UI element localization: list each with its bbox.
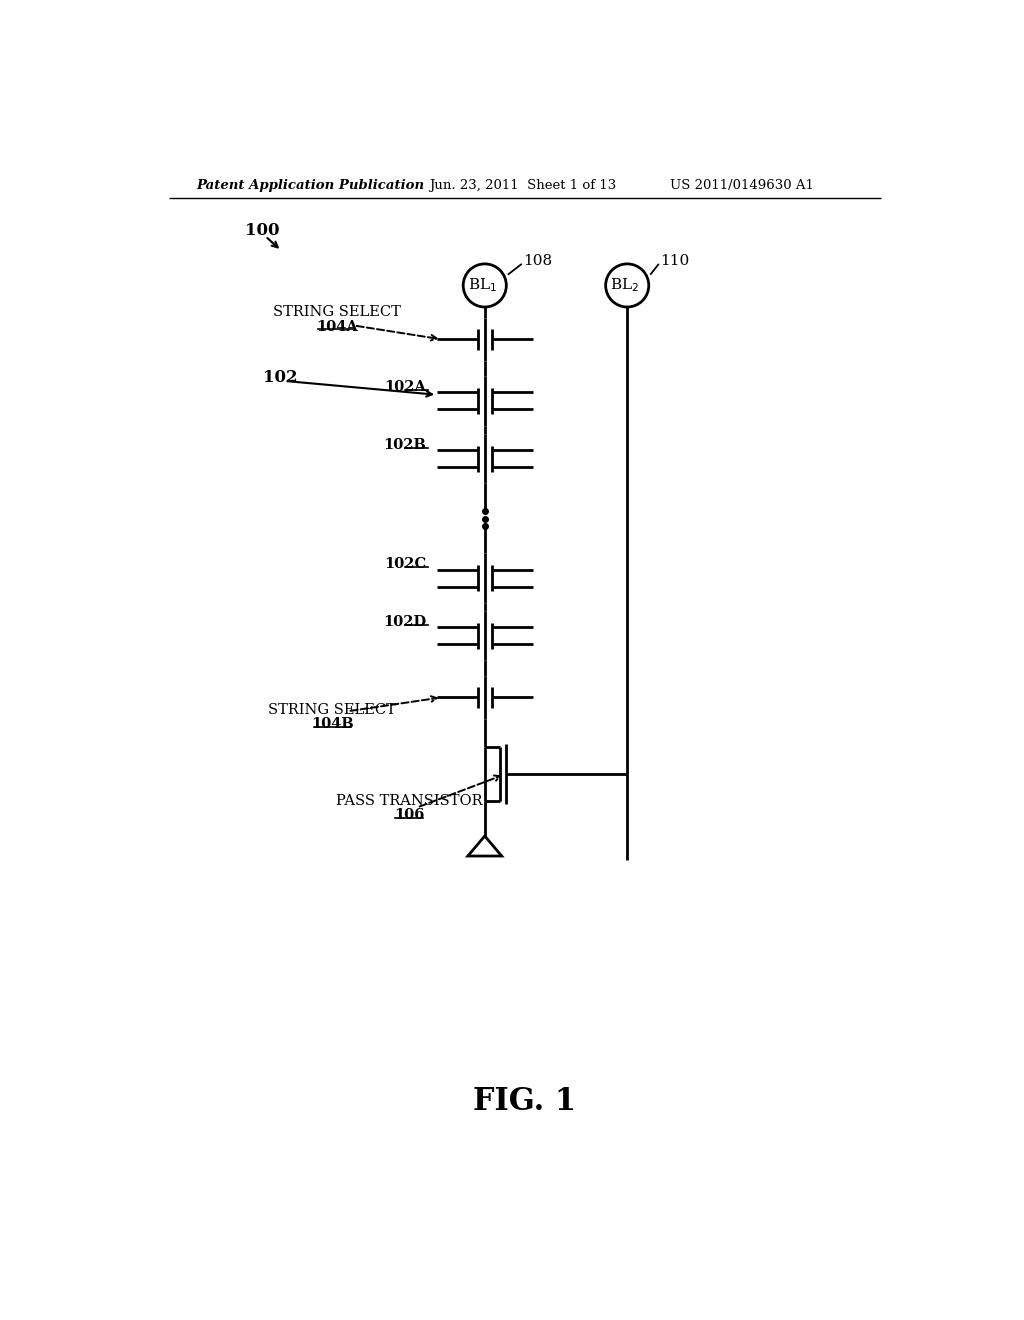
Text: PASS TRANSISTOR: PASS TRANSISTOR <box>336 795 482 808</box>
Text: 108: 108 <box>523 253 552 268</box>
Text: STRING SELECT: STRING SELECT <box>273 305 400 319</box>
Text: Patent Application Publication: Patent Application Publication <box>196 178 424 191</box>
Text: 102D: 102D <box>383 615 426 628</box>
Text: Jun. 23, 2011  Sheet 1 of 13: Jun. 23, 2011 Sheet 1 of 13 <box>429 178 616 191</box>
Text: 102B: 102B <box>384 438 426 451</box>
Text: BL$_2$: BL$_2$ <box>610 276 639 293</box>
Text: 110: 110 <box>660 253 689 268</box>
Text: US 2011/0149630 A1: US 2011/0149630 A1 <box>670 178 813 191</box>
Text: 102C: 102C <box>384 557 426 572</box>
Text: 102A: 102A <box>384 380 426 395</box>
Text: 102: 102 <box>263 370 298 387</box>
Text: 100: 100 <box>245 222 279 239</box>
Text: FIG. 1: FIG. 1 <box>473 1086 577 1117</box>
Text: STRING SELECT: STRING SELECT <box>268 702 396 717</box>
Text: 104A: 104A <box>316 319 357 334</box>
Text: 106: 106 <box>394 808 425 822</box>
Text: 104B: 104B <box>311 717 353 730</box>
Text: BL$_1$: BL$_1$ <box>468 276 497 293</box>
